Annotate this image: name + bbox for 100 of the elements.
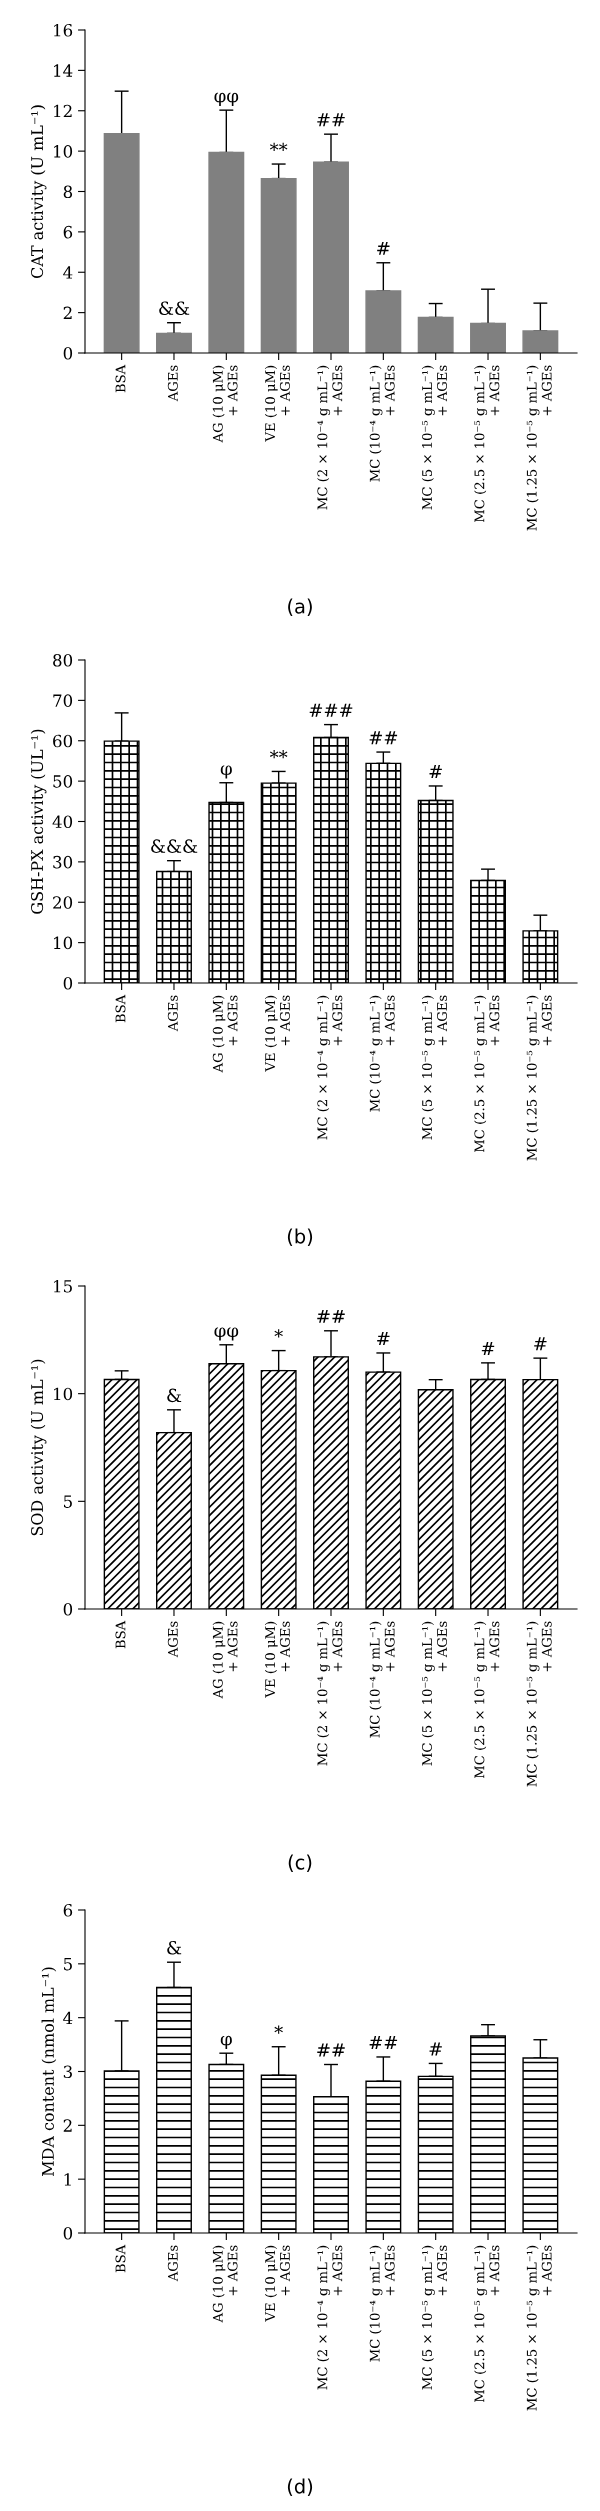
text: (b): [287, 1228, 313, 1246]
y-tick-label: 80: [53, 653, 73, 667]
annotation: #: [429, 765, 442, 779]
x-tick-label: AGEs: [167, 365, 178, 402]
annotation: &: [167, 1388, 182, 1403]
bar: [417, 316, 454, 353]
bar: [365, 290, 402, 353]
annotation: *: [274, 2025, 283, 2034]
y-tick-label: 70: [53, 694, 73, 707]
x-tick-label: AG (10 μM) + AGEs: [212, 995, 238, 1073]
x-tick-label: BSA: [115, 2244, 126, 2273]
annotation: #: [377, 1332, 390, 1346]
y-tick-label: 6: [63, 1903, 73, 1917]
x-tick-label: VE (10 μM) + AGEs: [264, 1621, 290, 1698]
bar: [156, 332, 192, 353]
annotation: ##: [369, 2036, 398, 2050]
x-tick-label: MC (2 × 10⁻⁴ g mL⁻¹) + AGEs: [317, 365, 343, 510]
bar: [260, 177, 297, 353]
y-axis-title: CAT activity (U mL⁻¹): [30, 105, 47, 279]
y-tick-label: 60: [53, 734, 73, 748]
x-tick-label: VE (10 μM) + AGEs: [264, 2245, 290, 2322]
annotation: **: [269, 142, 288, 151]
bar: [470, 322, 506, 353]
y-tick-label: 6: [63, 225, 73, 239]
y-tick-label: 0: [63, 976, 73, 990]
x-tick-label: MC (10⁻⁴ g mL⁻¹) + AGEs: [369, 365, 395, 482]
y-tick-label: 0: [63, 346, 73, 360]
y-tick-label: 40: [52, 815, 73, 829]
bar: [208, 151, 245, 353]
annotation: ##: [317, 2043, 345, 2057]
x-tick-label: AGEs: [167, 2245, 178, 2282]
y-tick-label: 10: [54, 1387, 73, 1401]
y-tick-label: 3: [63, 2065, 72, 2079]
y-tick-label: 10: [54, 936, 73, 950]
y-tick-label: 0: [63, 2226, 73, 2240]
y-tick-label: 12: [54, 104, 72, 118]
y-tick-label: 5: [64, 1495, 72, 1508]
y-tick-label: 2: [63, 306, 72, 319]
y-tick-label: 14: [54, 64, 73, 77]
y-tick-label: 20: [53, 896, 73, 909]
text: (c): [288, 1854, 312, 1872]
y-tick-label: 4: [63, 2011, 73, 2024]
x-tick-label: AG (10 μM) + AGEs: [212, 2245, 238, 2323]
x-tick-label: MC (2.5 × 10⁻⁵ g mL⁻¹) + AGEs: [474, 1621, 500, 1779]
annotation: #: [534, 1337, 547, 1351]
y-tick-label: 0: [63, 1602, 73, 1616]
x-tick-label: MC (2 × 10⁻⁴ g mL⁻¹) + AGEs: [317, 2245, 343, 2390]
y-tick-label: 5: [64, 1958, 72, 1971]
annotation: *: [274, 1329, 283, 1338]
y-tick-label: 30: [53, 855, 73, 869]
x-tick-label: BSA: [115, 364, 126, 393]
annotation: #: [429, 2042, 442, 2056]
y-tick-label: 10: [54, 145, 73, 158]
y-tick-label: 2: [63, 2119, 72, 2132]
y-axis-title: MDA content (nmol mL⁻¹): [41, 1967, 57, 2176]
x-tick-label: MC (2.5 × 10⁻⁵ g mL⁻¹) + AGEs: [474, 2245, 500, 2403]
x-tick-label: BSA: [115, 994, 126, 1023]
x-tick-label: AG (10 μM) + AGEs: [212, 365, 238, 443]
y-tick-label: 15: [54, 1279, 72, 1293]
x-tick-label: AG (10 μM) + AGEs: [212, 1621, 238, 1699]
annotation: #: [377, 241, 390, 255]
bar: [522, 330, 559, 353]
x-tick-label: VE (10 μM) + AGEs: [264, 995, 290, 1072]
annotation: &&&: [151, 839, 198, 853]
annotation: φφ: [214, 92, 239, 106]
x-tick-label: AGEs: [167, 1621, 178, 1658]
x-tick-label: MC (1.25 × 10⁻⁵ g mL⁻¹) + AGEs: [526, 995, 552, 1161]
y-axis-title: GSH-PX activity (UL⁻¹): [30, 729, 47, 914]
text: (d): [287, 2478, 313, 2496]
annotation: φ: [220, 765, 232, 779]
y-tick-label: 4: [63, 266, 73, 279]
x-tick-label: MC (2.5 × 10⁻⁵ g mL⁻¹) + AGEs: [474, 995, 500, 1153]
annotation: #: [481, 1341, 495, 1355]
x-tick-label: MC (2 × 10⁻⁴ g mL⁻¹) + AGEs: [317, 1621, 343, 1766]
y-axis-title: SOD activity (U mL⁻¹): [30, 1359, 47, 1536]
annotation: φ: [220, 2035, 232, 2050]
x-tick-label: MC (10⁻⁴ g mL⁻¹) + AGEs: [369, 995, 395, 1112]
bar: [103, 133, 140, 353]
x-tick-label: BSA: [115, 1620, 126, 1649]
x-tick-label: MC (5 × 10⁻⁵ g mL⁻¹) + AGEs: [421, 995, 447, 1140]
x-tick-label: MC (1.25 × 10⁻⁵ g mL⁻¹) + AGEs: [526, 2245, 552, 2411]
annotation: ###: [309, 703, 353, 717]
annotation: ##: [369, 731, 398, 745]
y-tick-label: 50: [53, 775, 73, 788]
x-tick-label: MC (1.25 × 10⁻⁵ g mL⁻¹) + AGEs: [526, 1621, 552, 1787]
x-tick-label: AGEs: [167, 995, 178, 1032]
x-tick-label: MC (2 × 10⁻⁴ g mL⁻¹) + AGEs: [317, 995, 343, 1140]
y-tick-label: 16: [54, 23, 73, 37]
annotation: ##: [317, 1309, 345, 1323]
x-tick-label: MC (5 × 10⁻⁵ g mL⁻¹) + AGEs: [421, 1621, 447, 1766]
x-tick-label: MC (5 × 10⁻⁵ g mL⁻¹) + AGEs: [421, 2245, 447, 2390]
x-tick-label: MC (2.5 × 10⁻⁵ g mL⁻¹) + AGEs: [474, 365, 500, 523]
annotation: **: [269, 750, 288, 759]
x-tick-label: MC (10⁻⁴ g mL⁻¹) + AGEs: [369, 1621, 395, 1738]
annotation: &: [167, 1940, 182, 1955]
x-tick-label: MC (5 × 10⁻⁵ g mL⁻¹) + AGEs: [421, 365, 447, 510]
bar: [313, 161, 349, 353]
x-tick-label: VE (10 μM) + AGEs: [264, 365, 290, 442]
y-tick-label: 1: [64, 2173, 71, 2186]
x-tick-label: MC (10⁻⁴ g mL⁻¹) + AGEs: [369, 2245, 395, 2362]
